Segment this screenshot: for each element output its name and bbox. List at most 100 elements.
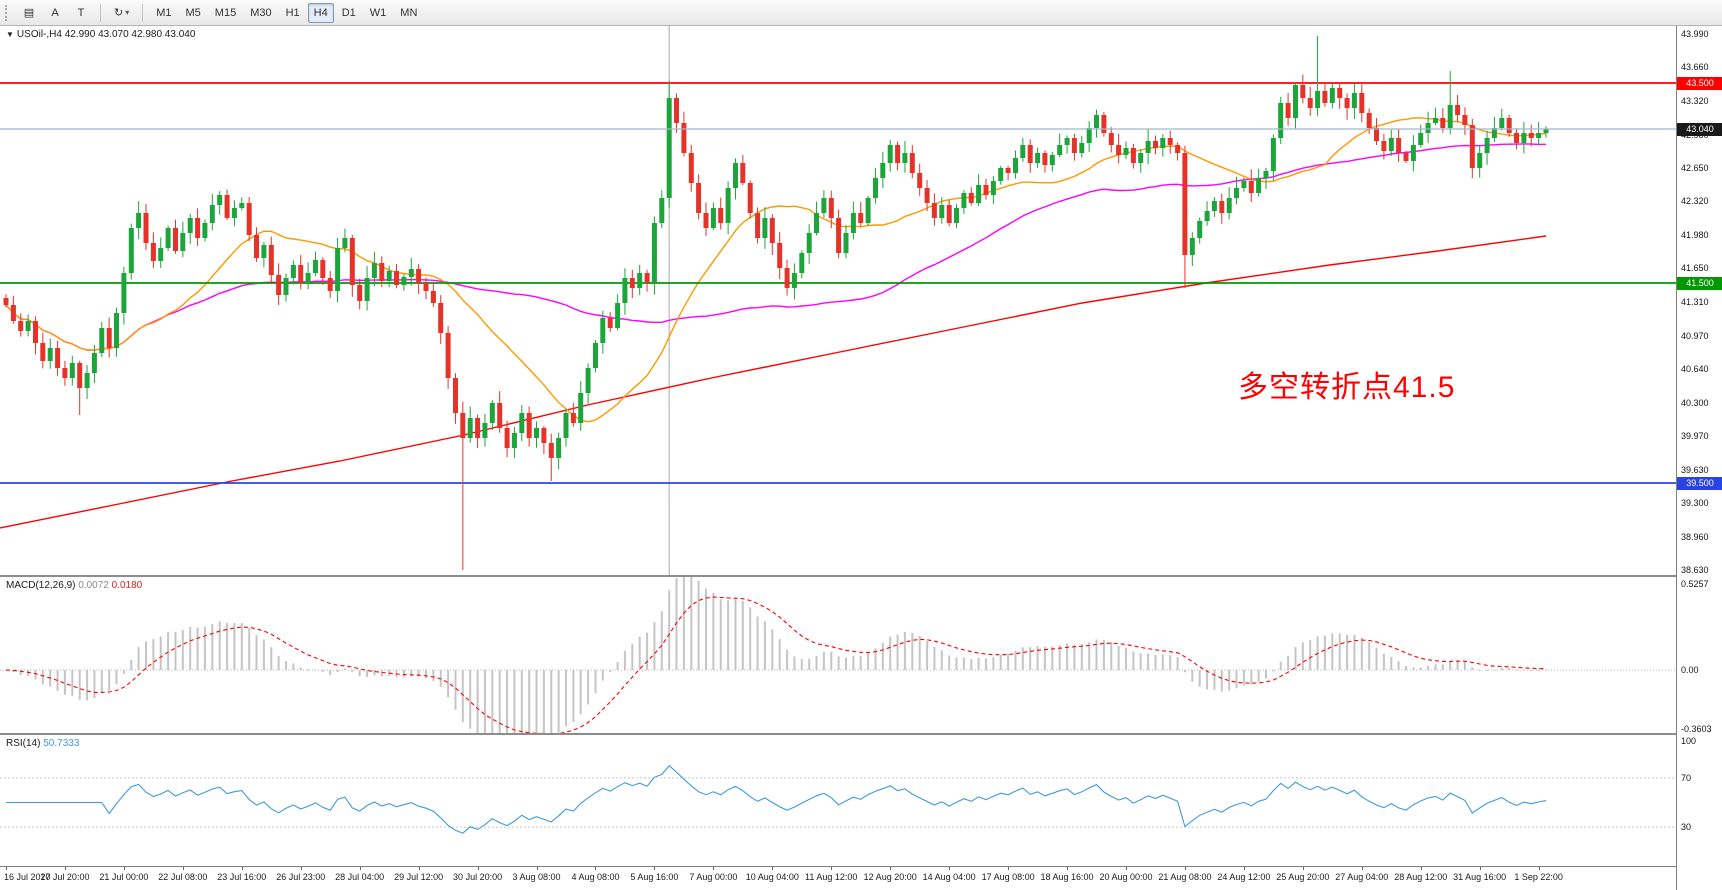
- time-axis-label: 31 Aug 16:00: [1453, 872, 1507, 882]
- level-price-badge: 43.500: [1677, 77, 1722, 90]
- time-axis-label: 5 Aug 16:00: [630, 872, 679, 882]
- panel-splitter-macd[interactable]: [0, 575, 1722, 577]
- time-axis-label: 1 Sep 22:00: [1514, 872, 1563, 882]
- time-axis-tick: [654, 867, 656, 870]
- time-axis-tick: [1302, 867, 1304, 870]
- toolbar: ▤ A T ↻ ▾ M1 M5 M15 M30 H1 H4 D1 W1 MN: [0, 0, 1722, 26]
- level-price-badge: 39.500: [1677, 477, 1722, 490]
- time-axis-label: 14 Aug 04:00: [922, 872, 976, 882]
- time-axis-tick: [123, 867, 125, 870]
- macd-canvas[interactable]: [0, 577, 1676, 735]
- time-axis-tick: [418, 867, 420, 870]
- time-axis-tick: [890, 867, 892, 870]
- time-axis-label: 3 Aug 08:00: [512, 872, 561, 882]
- rsi-axis-label: 70: [1681, 772, 1692, 783]
- timeframe-button-w1[interactable]: W1: [364, 3, 393, 23]
- time-axis-label: 28 Jul 04:00: [335, 872, 385, 882]
- time-axis-tick: [6, 867, 7, 870]
- time-axis-tick: [1008, 867, 1010, 870]
- time-axis-tick: [64, 867, 66, 870]
- timeframe-button-m15[interactable]: M15: [209, 3, 242, 23]
- time-axis-tick: [536, 867, 538, 870]
- panel-splitter-rsi[interactable]: [0, 733, 1722, 735]
- time-axis-label: 20 Aug 00:00: [1099, 872, 1153, 882]
- macd-panel: MACD(12,26,9) 0.0072 0.0180: [0, 577, 1676, 735]
- timeframe-button-h1[interactable]: H1: [280, 3, 306, 23]
- toolbar-separator: [142, 3, 144, 22]
- time-axis-tick: [1479, 867, 1481, 870]
- price-axis-label: 38.960: [1681, 532, 1709, 542]
- timeframe-button-group: M1 M5 M15 M30 H1 H4 D1 W1 MN: [150, 2, 423, 23]
- time-axis-label: 23 Jul 16:00: [217, 872, 267, 882]
- toolbar-drag-handle[interactable]: [5, 4, 10, 21]
- chart-list-icon: ▤: [23, 7, 35, 19]
- price-axis-label: 43.320: [1681, 96, 1709, 106]
- price-axis-label: 41.650: [1681, 263, 1709, 273]
- timeframe-button-m5[interactable]: M5: [180, 3, 207, 23]
- price-axis[interactable]: 43.99043.66043.32042.98042.65042.32041.9…: [1676, 26, 1722, 890]
- time-axis-label: 27 Aug 04:00: [1335, 872, 1389, 882]
- rsi-canvas[interactable]: [0, 735, 1676, 866]
- chart-list-icon-button[interactable]: ▤: [17, 3, 41, 23]
- time-axis-label: 16 Jul 2020: [4, 872, 51, 882]
- time-axis-label: 11 Aug 12:00: [805, 872, 858, 882]
- indicators-button[interactable]: ↻ ▾: [108, 3, 135, 23]
- time-axis-label: 28 Aug 12:00: [1394, 872, 1448, 882]
- time-axis-label: 25 Aug 20:00: [1276, 872, 1330, 882]
- time-axis-label: 17 Jul 20:00: [40, 872, 90, 882]
- main-chart-canvas[interactable]: [0, 26, 1676, 576]
- price-axis-label: 39.970: [1681, 431, 1709, 441]
- time-axis-tick: [772, 867, 774, 870]
- time-axis-tick: [949, 867, 951, 870]
- timeframe-button-mn[interactable]: MN: [394, 3, 423, 23]
- toolbar-separator: [100, 3, 101, 22]
- price-axis-label: 39.630: [1681, 465, 1709, 475]
- time-axis[interactable]: 16 Jul 2020 17 Jul 20:00 21 Jul 00:00 22 Ju…: [0, 866, 1722, 890]
- text-box-button[interactable]: T: [69, 3, 93, 23]
- time-axis-label: 22 Jul 08:00: [158, 872, 208, 882]
- time-axis-label: 21 Jul 00:00: [99, 872, 149, 882]
- time-axis-label: 7 Aug 00:00: [689, 872, 738, 882]
- time-axis-tick: [182, 867, 184, 870]
- timeframe-button-m1[interactable]: M1: [150, 3, 177, 23]
- time-axis-label: 4 Aug 08:00: [571, 872, 620, 882]
- price-axis-label: 41.310: [1681, 297, 1709, 307]
- timeframe-button-d1[interactable]: D1: [336, 3, 362, 23]
- time-axis-label: 21 Aug 08:00: [1158, 872, 1212, 882]
- price-axis-label: 43.990: [1681, 29, 1709, 39]
- time-axis-tick: [300, 867, 302, 870]
- price-axis-label: 38.630: [1681, 565, 1709, 575]
- time-axis-label: 12 Aug 20:00: [863, 872, 917, 882]
- time-axis-label: 29 Jul 12:00: [394, 872, 444, 882]
- time-axis-label: 26 Jul 23:00: [276, 872, 326, 882]
- time-axis-tick: [359, 867, 361, 870]
- price-axis-label: 41.980: [1681, 230, 1709, 240]
- macd-axis-label: -0.3603: [1681, 723, 1712, 734]
- time-axis-tick: [1067, 867, 1069, 870]
- timeframe-button-h4[interactable]: H4: [307, 2, 334, 23]
- time-axis-label: 18 Aug 16:00: [1040, 872, 1094, 882]
- rsi-axis-label: 30: [1681, 822, 1692, 833]
- refresh-icon: ↻: [114, 7, 124, 19]
- time-axis-tick: [477, 867, 479, 870]
- text-label-button[interactable]: A: [43, 3, 67, 23]
- chevron-down-icon: ▾: [125, 8, 130, 17]
- price-axis-label: 39.300: [1681, 498, 1709, 508]
- time-axis-tick: [1538, 867, 1540, 870]
- time-axis-tick: [1361, 867, 1363, 870]
- macd-axis-label: 0.00: [1681, 664, 1699, 675]
- time-axis-tick: [1126, 867, 1127, 870]
- timeframe-button-m30[interactable]: M30: [244, 3, 277, 23]
- time-axis-label: 17 Aug 08:00: [981, 872, 1035, 882]
- price-axis-label: 42.320: [1681, 196, 1709, 206]
- time-axis-tick: [1420, 867, 1422, 870]
- rsi-panel: RSI(14) 50.7333: [0, 735, 1676, 866]
- price-axis-label: 40.300: [1681, 398, 1709, 408]
- current-price-badge: 43.040: [1677, 123, 1722, 136]
- macd-axis-label: 0.5257: [1681, 578, 1709, 589]
- time-axis-label: 10 Aug 04:00: [745, 872, 799, 882]
- text-t-icon: T: [77, 6, 85, 19]
- time-axis-tick: [831, 867, 833, 870]
- time-axis-label: 30 Jul 20:00: [453, 872, 503, 882]
